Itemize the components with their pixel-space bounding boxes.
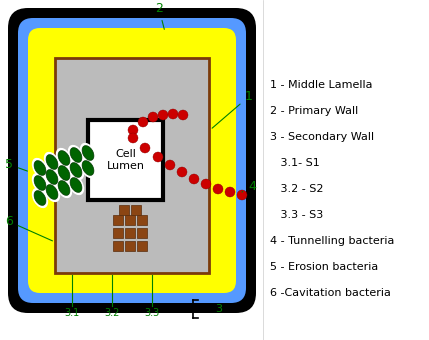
Ellipse shape [58,181,70,196]
Circle shape [153,152,163,162]
Ellipse shape [32,173,48,193]
Text: 1 - Middle Lamella: 1 - Middle Lamella [270,80,372,90]
Text: 3.2 - S2: 3.2 - S2 [270,184,323,194]
Text: 3.1- S1: 3.1- S1 [270,158,320,168]
Text: 4 - Tunnelling bacteria: 4 - Tunnelling bacteria [270,236,394,246]
Text: 2: 2 [155,2,164,29]
Circle shape [168,109,178,119]
Ellipse shape [46,170,58,184]
Ellipse shape [32,188,48,208]
Circle shape [201,179,211,189]
Ellipse shape [44,167,60,187]
Bar [113,228,123,238]
Ellipse shape [44,182,60,202]
Text: 1: 1 [212,90,253,128]
Text: 2 - Primary Wall: 2 - Primary Wall [270,106,358,116]
Ellipse shape [56,163,72,183]
Bar [113,241,123,251]
Ellipse shape [34,160,46,175]
Bar [55,58,209,273]
Text: 5: 5 [5,158,27,171]
Text: 3 - Secondary Wall: 3 - Secondary Wall [270,132,374,142]
Ellipse shape [56,148,72,168]
Text: 4: 4 [242,180,256,193]
Text: Cell
Lumen: Cell Lumen [106,149,145,171]
Text: 5 - Erosion bacteria: 5 - Erosion bacteria [270,262,378,272]
Circle shape [213,184,223,194]
Circle shape [128,125,138,135]
Ellipse shape [80,158,96,178]
Bar [88,120,163,200]
Circle shape [225,187,235,197]
FancyBboxPatch shape [18,18,246,303]
Ellipse shape [44,152,60,172]
Ellipse shape [58,166,70,180]
Ellipse shape [34,191,46,205]
Ellipse shape [68,175,84,195]
Ellipse shape [34,176,46,190]
Circle shape [189,174,199,184]
Text: 6 -Cavitation bacteria: 6 -Cavitation bacteria [270,288,391,298]
Text: 3.1: 3.1 [64,308,80,318]
Ellipse shape [68,160,84,180]
Circle shape [178,110,188,120]
Bar [113,215,123,225]
Ellipse shape [46,155,58,169]
Text: 3.3 - S3: 3.3 - S3 [270,210,323,220]
Bar [137,228,147,238]
Ellipse shape [32,158,48,178]
Bar [55,58,209,273]
Bar [137,241,147,251]
Ellipse shape [56,178,72,198]
Bar [137,215,147,225]
Ellipse shape [70,148,82,163]
Circle shape [177,167,187,177]
Text: 3.3: 3.3 [145,308,160,318]
Circle shape [165,160,175,170]
Ellipse shape [82,160,94,175]
Bar [131,205,141,215]
Circle shape [158,110,168,120]
Ellipse shape [82,146,94,160]
Ellipse shape [70,177,82,192]
Text: 6: 6 [5,215,52,241]
FancyBboxPatch shape [28,28,236,293]
Bar [125,241,135,251]
Circle shape [237,190,247,200]
Circle shape [138,117,148,127]
Ellipse shape [70,163,82,177]
Ellipse shape [58,151,70,165]
Bar [125,228,135,238]
Text: 3: 3 [215,304,222,314]
Bar [125,215,135,225]
Ellipse shape [80,143,96,163]
Circle shape [128,133,138,143]
FancyBboxPatch shape [8,8,256,313]
Bar [119,205,129,215]
Ellipse shape [46,185,58,199]
Text: 3.2: 3.2 [104,308,120,318]
Circle shape [148,112,158,122]
Circle shape [140,143,150,153]
Ellipse shape [68,145,84,165]
